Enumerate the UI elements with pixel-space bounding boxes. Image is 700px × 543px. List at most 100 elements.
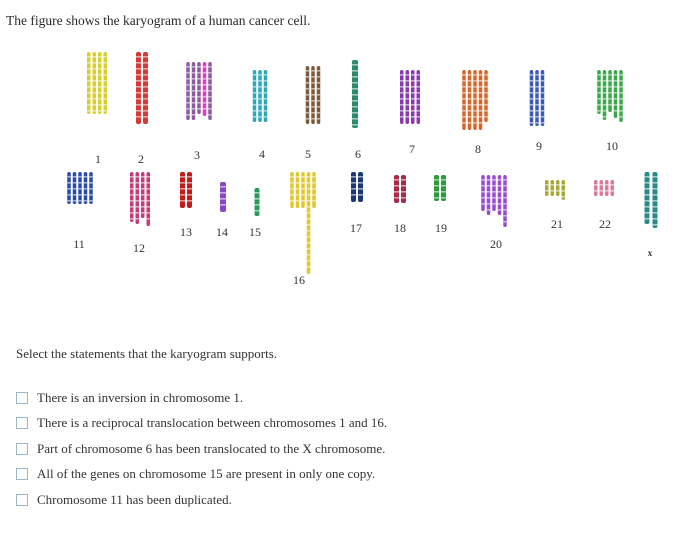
chromosome-band [306, 212, 311, 214]
chromosome-band [497, 191, 502, 193]
chromosome-band [67, 194, 71, 196]
chromatid [401, 175, 406, 203]
chromosome-band [400, 74, 404, 76]
chromosome-band [497, 197, 502, 199]
option-chr11-duplicated[interactable]: Chromosome 11 has been duplicated. [16, 491, 387, 508]
chromosome-band [400, 104, 404, 106]
checkbox[interactable] [16, 442, 28, 455]
chromosome-band [208, 90, 212, 92]
chromosome-band [130, 212, 134, 214]
option-inversion-chr1[interactable]: There is an inversion in chromosome 1. [16, 389, 387, 406]
chromosome-group-7: 7 [400, 70, 420, 156]
chromosome-band [306, 194, 311, 196]
chromosome-band [613, 74, 618, 76]
chromosome-band [352, 94, 358, 96]
chromosome-band [180, 200, 185, 202]
chromosome-band [434, 185, 439, 187]
chromosome-band [136, 116, 141, 118]
chromosome-band [306, 260, 311, 262]
chromosome-band [191, 72, 196, 74]
chromatid [202, 62, 207, 116]
chromosome-band [141, 206, 145, 208]
chromosome-band [545, 190, 549, 192]
chromatid [473, 70, 477, 130]
chromosome-band [143, 74, 148, 76]
chromosome-band [187, 188, 192, 190]
chromosome-band [478, 116, 483, 118]
chromosome-band [306, 242, 311, 244]
option-chr6-to-x[interactable]: Part of chromosome 6 has been translocat… [16, 440, 387, 457]
chromosome-band [316, 82, 321, 84]
chromatid [143, 52, 148, 124]
chromosome-band [141, 188, 145, 190]
chromosome-band [208, 96, 212, 98]
chromosome-band [202, 66, 207, 68]
chromatid [605, 180, 609, 196]
chromosome-band [220, 204, 226, 206]
chromatid [411, 70, 415, 124]
chromosome-band [208, 78, 212, 80]
chromosome-band [208, 114, 212, 116]
chromosome-band [540, 122, 545, 124]
chromosome-band [652, 182, 658, 184]
chromosome-band [306, 254, 311, 256]
chromosome-band [146, 182, 150, 184]
chromosome-band [597, 74, 601, 76]
chromosome-band [202, 90, 207, 92]
chromosome-band [92, 56, 96, 58]
chromosome-band [561, 196, 565, 198]
chromosome-band [143, 62, 148, 64]
chromosome-band [481, 203, 485, 205]
chromosome-band [136, 68, 141, 70]
chromosome-band [478, 104, 483, 106]
checkbox[interactable] [16, 493, 28, 506]
chromosome-band [535, 122, 539, 124]
chromosome-band [467, 122, 472, 124]
chromosome-band [89, 182, 93, 184]
chromatid [130, 172, 134, 222]
chromosome-band [405, 74, 409, 76]
chromosome-band [405, 80, 409, 82]
chromosome-band [197, 72, 201, 74]
chromosome-band [529, 74, 534, 76]
chromosome-band [187, 200, 192, 202]
chromosome-band [301, 188, 305, 190]
chromosome-band [434, 191, 439, 193]
chromosome-band [644, 212, 650, 214]
chromosome-band [312, 194, 316, 196]
chromosome-group-20: 20 [481, 175, 507, 251]
chromatid [394, 175, 399, 203]
checkbox[interactable] [16, 391, 28, 404]
chromosome-band [83, 188, 88, 190]
checkbox[interactable] [16, 417, 28, 429]
chromosome-band [83, 194, 88, 196]
chromosome-band [484, 104, 488, 106]
chromosome-band [535, 110, 539, 112]
option-translocation-1-16[interactable]: There is a reciprocal translocation betw… [16, 415, 387, 432]
chromosome-band [72, 188, 77, 190]
chromosome-band [130, 182, 134, 184]
chromatid [610, 180, 614, 196]
chromatid [400, 70, 404, 124]
chromosome-band [180, 176, 185, 178]
chromosome-band [295, 200, 300, 202]
chromosome-band [290, 200, 294, 202]
chromosome-group-12: 12 [130, 172, 150, 255]
chromosome-band [652, 224, 658, 226]
chromosome-label-2: 2 [138, 152, 144, 166]
chromosome-label-9: 9 [536, 139, 542, 153]
option-chr15-single-copy[interactable]: All of the genes on chromosome 15 are pr… [16, 466, 387, 483]
chromosome-band [130, 200, 134, 202]
chromatid [441, 175, 446, 201]
checkbox[interactable] [16, 468, 28, 480]
chromosome-band [352, 124, 358, 126]
chromosome-band [535, 92, 539, 94]
chromosome-band [78, 188, 82, 190]
option-label: Chromosome 11 has been duplicated. [37, 491, 232, 507]
chromosome-band [187, 194, 192, 196]
chromosome-band [467, 74, 472, 76]
chromosome-group-11: 11 [67, 172, 93, 251]
chromosome-band [87, 56, 91, 58]
chromosome-band [180, 194, 185, 196]
chromosome-band [529, 116, 534, 118]
